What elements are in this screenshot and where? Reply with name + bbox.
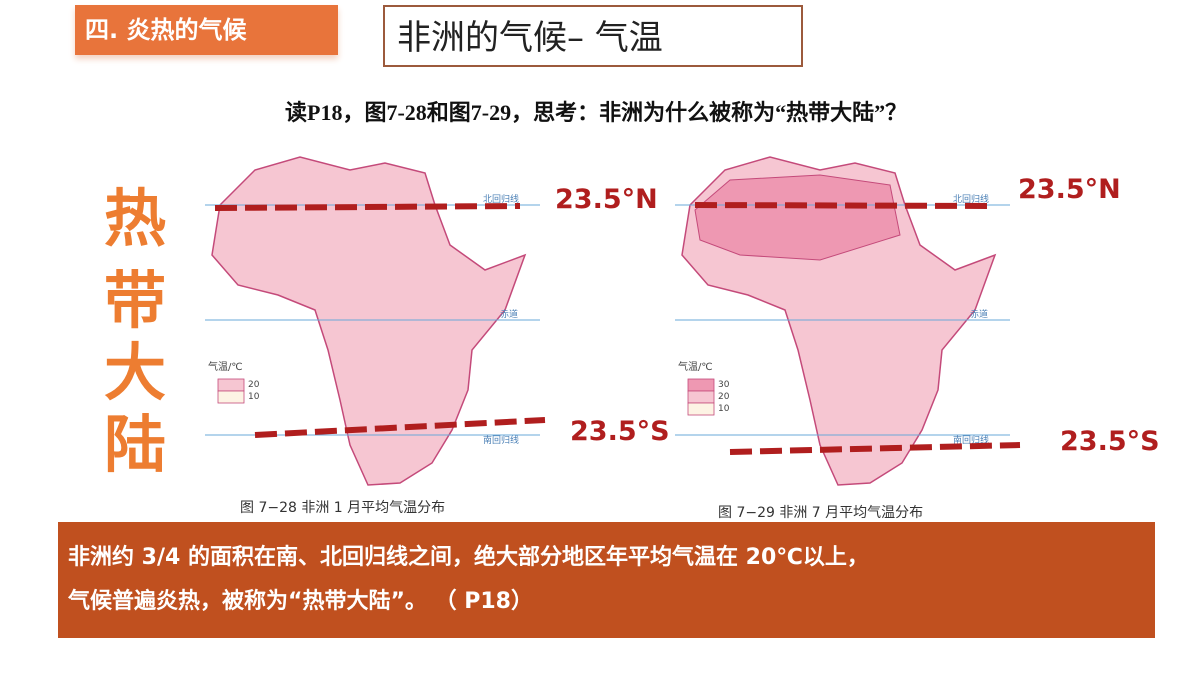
section-label: 四. 炎热的气候 — [75, 5, 338, 55]
legend-value: 20 — [248, 380, 260, 390]
legend-value: 10 — [718, 404, 730, 414]
question: 读P18，图7-28和图7-29，思考：非洲为什么被称为“热带大陆”？ — [285, 100, 908, 125]
slide-title: 非洲的气候– 气温 — [383, 5, 803, 67]
continent — [211, 156, 527, 486]
legend-swatch — [687, 402, 715, 416]
latitude-label: 23.5°N — [1018, 174, 1121, 205]
tropic-dash — [254, 417, 546, 438]
legend-swatch — [687, 390, 715, 404]
latitude-label: 23.5°S — [1060, 426, 1160, 457]
map-caption: 图 7−28 非洲 1 月平均气温分布 — [240, 500, 445, 516]
map-label: 北回归线 — [953, 193, 989, 205]
map-label: 北回归线 — [483, 193, 519, 205]
side-char: 陆 — [103, 408, 166, 481]
latitude-label: 23.5°N — [555, 184, 658, 215]
conclusion-box: 非洲约 3/4 的面积在南、北回归线之间，绝大部分地区年平均气温在 20℃以上，… — [58, 522, 1155, 638]
legend-value: 10 — [248, 392, 260, 402]
conclusion-line: 气候普遍炎热，被称为“热带大陆”。 （ P18） — [68, 589, 533, 614]
hot-zone — [694, 174, 901, 261]
legend-swatch — [217, 390, 245, 404]
legend-value: 30 — [718, 380, 730, 390]
side-char: 带 — [103, 264, 166, 337]
legend-swatch — [687, 378, 715, 392]
side-char: 大 — [103, 336, 166, 409]
side-char: 热 — [103, 182, 166, 255]
latitude-label: 23.5°S — [570, 416, 670, 447]
legend-title: 气温/℃ — [208, 360, 243, 373]
map-caption: 图 7−29 非洲 7 月平均气温分布 — [718, 505, 923, 521]
map-label: 赤道 — [970, 308, 988, 320]
map-label: 赤道 — [500, 308, 518, 320]
legend-title: 气温/℃ — [678, 360, 713, 373]
tropic-dash — [214, 203, 521, 211]
tropic-dash — [729, 442, 1021, 455]
map-label: 南回归线 — [483, 434, 519, 446]
legend-swatch — [217, 378, 245, 392]
conclusion-line: 非洲约 3/4 的面积在南、北回归线之间，绝大部分地区年平均气温在 20℃以上， — [68, 545, 869, 570]
legend-value: 20 — [718, 392, 730, 402]
tropic-dash — [694, 202, 991, 209]
